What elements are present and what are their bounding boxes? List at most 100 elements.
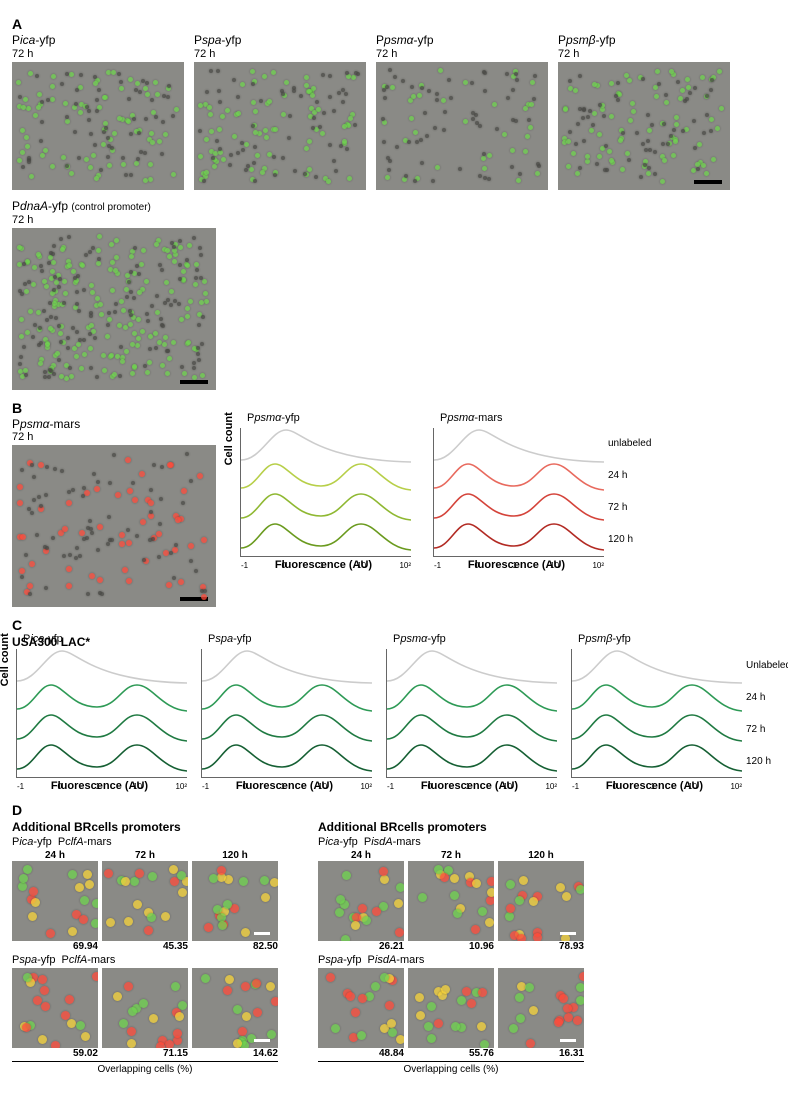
d-overlap-value: 71.15 [102, 1048, 188, 1059]
d-header: Additional BRcells promoters [318, 820, 584, 834]
micrograph-d [12, 861, 98, 941]
facs-plot: Pspa-yfp-1011010² [201, 649, 372, 778]
d-time-label: 24 h [318, 850, 404, 861]
micro-label-a: Ppsmβ-yfp [558, 34, 730, 48]
facs-legend-item: 120 h [746, 756, 788, 767]
micrograph-d [192, 968, 278, 1048]
d-micro-row: 59.02 71.15 14.62 [12, 968, 278, 1059]
d-overlap-value: 14.62 [192, 1048, 278, 1059]
micro-label-a: Pica-yfp [12, 34, 184, 48]
micro-cell-a: Pica-yfp72 h [12, 34, 184, 190]
section-a-row1: Pica-yfp72 hPspa-yfp72 hPpsmα-yfp72 hPps… [12, 34, 776, 190]
micrograph-a [194, 62, 366, 190]
facs-legend-item: 72 h [746, 724, 788, 735]
panel-letter-b: B [12, 400, 776, 416]
facs-xticks: -1011010² [202, 782, 372, 791]
micrograph-a [558, 62, 730, 190]
facs-xticks: -1011010² [241, 561, 411, 570]
scale-bar [560, 1039, 576, 1042]
d-overlap-value: 69.94 [12, 941, 98, 952]
micro-cell-a: Ppsmβ-yfp72 h [558, 34, 730, 190]
facs-plot: Ppsmα-yfpCell count-1011010² [240, 428, 411, 557]
d-times-row: 24 h72 h120 h [318, 850, 584, 861]
label-gene: psmα [20, 417, 50, 431]
facs-plot: Ppsmα-yfp-1011010² [386, 649, 557, 778]
section-d: D Additional BRcells promotersPica-yfp P… [12, 802, 776, 1075]
micrograph-d [192, 861, 278, 941]
micrograph-d [408, 968, 494, 1048]
d-overlap-value: 16.31 [498, 1048, 584, 1059]
section-a: A Pica-yfp72 hPspa-yfp72 hPpsmα-yfp72 hP… [12, 16, 776, 390]
section-b-facs-wrap: Ppsmα-yfpCell count-1011010²Fluorescence… [236, 428, 651, 571]
facs-plot: Ppsmβ-yfp-1011010² [571, 649, 742, 778]
d-time-label: 72 h [102, 850, 188, 861]
micro-time: 72 h [194, 48, 366, 60]
micro-cell-a: Ppsmα-yfp72 h [376, 34, 548, 190]
d-overlap-value: 45.35 [102, 941, 188, 952]
d-set-title: Pspa-yfp PclfA-mars [12, 954, 278, 966]
facs-legend-item: 24 h [746, 692, 788, 703]
facs-plot: Pica-yfpCell count-1011010² [16, 649, 187, 778]
micro-time: 72 h [12, 48, 184, 60]
section-d-left: Additional BRcells promoters Pica-yfp Pcl… [12, 820, 278, 1075]
d-overlap-value: 55.76 [408, 1048, 494, 1059]
scale-bar [180, 380, 208, 384]
d-set-title: Pica-yfp PclfA-mars [12, 836, 278, 848]
micrograph-b [12, 445, 216, 607]
micro-cell-a-control: PdnaA-yfp (control promoter)72 h [12, 200, 216, 390]
section-b-micro-cell: Ppsmα-mars 72 h [12, 418, 216, 608]
micrograph-a [12, 62, 184, 190]
micrograph-d [102, 968, 188, 1048]
facs-b-1: Ppsmα-yfpCell count-1011010²Fluorescence… [236, 428, 411, 571]
facs-legend-item: 72 h [608, 502, 651, 513]
micrograph-d [498, 861, 584, 941]
label-pre: P [12, 417, 20, 431]
d-overlap-value: 26.21 [318, 941, 404, 952]
facs-title: Ppsmα-yfp [247, 412, 300, 424]
d-micro-row: 26.2110.9678.93 [318, 861, 584, 952]
micrograph-d [318, 968, 404, 1048]
d-set-title: Pspa-yfp PisdA-mars [318, 954, 584, 966]
facs-plot: Ppsmα-mars-1011010² [433, 428, 604, 557]
micro-time-b: 72 h [12, 431, 216, 443]
micrograph-a [376, 62, 548, 190]
scale-bar [254, 1039, 270, 1042]
d-overlap-value: 78.93 [498, 941, 584, 952]
scale-bar [254, 932, 270, 935]
micrograph-d [102, 861, 188, 941]
d-time-label: 120 h [498, 850, 584, 861]
d-time-label: 24 h [12, 850, 98, 861]
d-overlap-label: Overlapping cells (%) [318, 1061, 584, 1075]
facs-c-legend: Unlabeled 24 h 72 h 120 h [742, 649, 788, 777]
d-micro-row: 48.84 55.76 16.31 [318, 968, 584, 1059]
facs-xticks: -1011010² [387, 782, 557, 791]
d-overlap-value: 82.50 [192, 941, 278, 952]
d-overlap-value: 48.84 [318, 1048, 404, 1059]
scale-bar [694, 180, 722, 184]
facs-legend-item: Unlabeled [746, 660, 788, 671]
facs-xticks: -1011010² [17, 782, 187, 791]
micrograph-d [318, 861, 404, 941]
section-c-row: Pica-yfpCell count-1011010²Fluorescence … [12, 649, 776, 792]
facs-xticks: -1011010² [572, 782, 742, 791]
d-header: Additional BRcells promoters [12, 820, 278, 834]
facs-title: Pspa-yfp [208, 633, 251, 645]
section-c: C USA300 LAC* Pica-yfpCell count-1011010… [12, 617, 776, 792]
facs-title: Ppsmα-yfp [393, 633, 446, 645]
facs-b-2: Ppsmα-mars-1011010²Fluorescence (AU) [429, 428, 604, 571]
micro-label-a-control: PdnaA-yfp (control promoter) [12, 200, 216, 214]
facs-legend-item: unlabeled [608, 438, 651, 449]
micro-label-a: Pspa-yfp [194, 34, 366, 48]
section-d-right: Additional BRcells promotersPica-yfp Pis… [318, 820, 584, 1075]
facs-legend-item: 120 h [608, 534, 651, 545]
micro-label-a: Ppsmα-yfp [376, 34, 548, 48]
d-micro-row: 69.94 45.35 82.50 [12, 861, 278, 952]
micrograph-d [12, 968, 98, 1048]
facs-title: Ppsmα-mars [440, 412, 503, 424]
d-overlap-value: 59.02 [12, 1048, 98, 1059]
facs-ylabel: Cell count [223, 412, 235, 465]
scale-bar [560, 932, 576, 935]
facs-b-2-wrap: Ppsmα-mars-1011010²Fluorescence (AU) unl… [429, 428, 651, 571]
panel-letter-d: D [12, 802, 776, 818]
micro-time: 72 h [376, 48, 548, 60]
